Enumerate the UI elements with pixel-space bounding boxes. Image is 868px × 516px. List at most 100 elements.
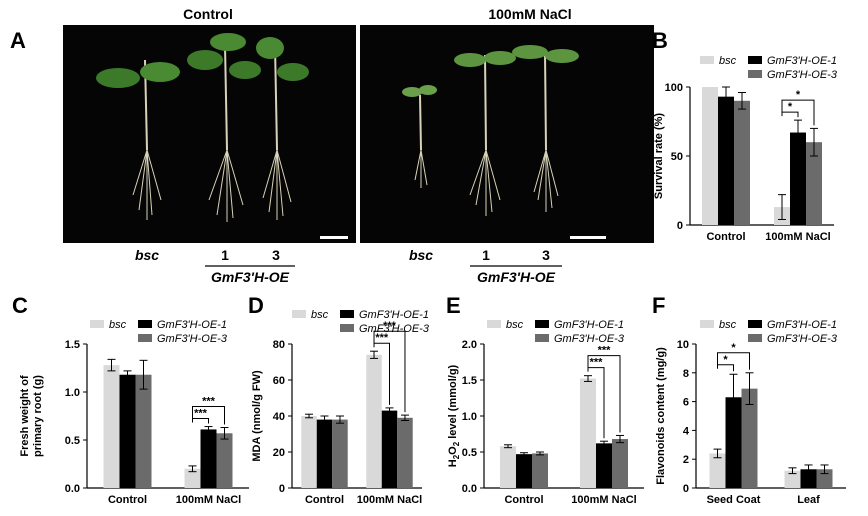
panel-a-left-title: Control (183, 6, 233, 22)
label-bsc-control: bsc (135, 247, 159, 263)
bracket-line-e (587, 355, 621, 433)
legend-label-e: GmF3'H-OE-3 (554, 333, 625, 345)
legend-label-f: GmF3'H-OE-1 (767, 319, 837, 331)
bar-e (596, 443, 612, 488)
error-bar-b (722, 86, 730, 107)
significance-label-e: *** (590, 357, 604, 369)
bar-b (718, 96, 734, 225)
legend-label-f: bsc (719, 319, 737, 331)
legend-label-c: bsc (109, 319, 127, 331)
panel-letter-f: F (652, 293, 665, 318)
label-line1-nacl: 1 (482, 247, 490, 263)
x-tick-label-d: 100mM NaCl (357, 494, 422, 506)
y-tick-label-e: 1.0 (462, 411, 477, 423)
bar-f (784, 470, 801, 488)
legend-swatch-f (748, 334, 762, 342)
legend-swatch-d (340, 310, 354, 318)
error-bar-b (738, 92, 746, 110)
legend-swatch-b (748, 70, 762, 78)
significance-bracket-c: *** (192, 408, 209, 424)
bracket-line-c (192, 406, 225, 425)
chart-panel-b: B 0 50 100 Survival rate (%) Control 100mM NaC… (652, 28, 838, 243)
y-tick-label-d: 20 (273, 447, 285, 459)
significance-label-f: * (723, 354, 728, 366)
legend-label-b: GmF3'H-OE-3 (767, 69, 838, 81)
error-bar-e (536, 451, 544, 456)
significance-label-b: * (788, 101, 793, 113)
bar-d (381, 410, 398, 488)
significance-bracket-b: * (781, 89, 815, 126)
error-bar-d (335, 415, 344, 424)
bar-d (301, 416, 317, 488)
error-bar-c (139, 359, 148, 390)
label-group-nacl: GmF3'H-OE (477, 269, 556, 285)
error-bar-f (729, 373, 738, 421)
error-bar-c (220, 427, 229, 440)
y-tick-label-d: 60 (273, 375, 285, 387)
y-tick-label-d: 80 (273, 339, 285, 351)
legend-label-d: GmF3'H-OE-1 (359, 309, 429, 321)
legend-label-e: GmF3'H-OE-1 (554, 319, 624, 331)
bar-f (741, 388, 758, 488)
bracket-line-d (373, 342, 390, 405)
error-bar-e (584, 375, 592, 382)
bracket-line-b (781, 99, 815, 126)
chart-panel-f: F 0 2 4 6 8 10 Flavonoids content (mg/g) Seed Co… (652, 293, 846, 506)
legend-swatch-d (292, 310, 306, 318)
label-line3-nacl: 3 (542, 247, 550, 263)
bar-e (532, 453, 548, 488)
significance-bracket-e: *** (587, 357, 605, 439)
y-axis-label-e: H2O2 level (mmol/g) (447, 364, 461, 467)
y-tick-label-f: 2 (683, 454, 689, 466)
legend-swatch-e (487, 320, 501, 328)
y-tick-label-f: 4 (683, 425, 690, 437)
bracket-line-f (717, 352, 750, 370)
bar-c (135, 374, 152, 488)
error-bar-d (305, 413, 314, 419)
y-tick-label-b: 100 (665, 82, 683, 94)
label-bsc-nacl: bsc (409, 247, 433, 263)
significance-bracket-d: *** (373, 320, 406, 413)
x-tick-label-f: Seed Coat (707, 494, 761, 506)
legend-label-b: GmF3'H-OE-1 (767, 55, 837, 67)
bar-c (216, 433, 233, 488)
significance-label-c: *** (202, 396, 216, 408)
significance-label-e: *** (598, 345, 612, 357)
legend-label-c: GmF3'H-OE-3 (157, 333, 228, 345)
error-bar-b (810, 127, 818, 157)
legend-swatch-d (340, 324, 354, 332)
bar-c (119, 374, 136, 488)
chart-panel-e: E 0.0 0.5 1.0 1.5 2.0 H2O2 level (mmol/g) Contr… (446, 293, 644, 506)
error-bar-f (788, 467, 797, 475)
legend-e: bsc GmF3'H-OE-1 GmF3'H-OE-3 (487, 319, 625, 345)
legend-swatch-f (700, 320, 714, 328)
bar-d (366, 354, 382, 488)
bracket-line-c (192, 418, 209, 424)
panel-letter-d: D (248, 293, 264, 318)
x-tick-label-b: Control (706, 231, 745, 243)
y-tick-label-f: 0 (683, 483, 689, 495)
legend-label-f: GmF3'H-OE-3 (767, 333, 838, 345)
legend-swatch-c (138, 320, 152, 328)
significance-label-c: *** (194, 408, 208, 420)
bar-c (184, 468, 201, 488)
error-bar-f (820, 464, 829, 475)
legend-swatch-c (138, 334, 152, 342)
scale-bar-control (320, 236, 348, 239)
panel-letter-e: E (446, 293, 461, 318)
bracket-line-f (717, 364, 734, 372)
error-bar-b (778, 194, 786, 220)
y-tick-label-b: 50 (671, 151, 683, 163)
error-bar-e (504, 444, 512, 449)
significance-label-b: * (796, 89, 801, 101)
x-tick-label-e: 100mM NaCl (571, 494, 636, 506)
bar-b (806, 142, 822, 225)
significance-bracket-f: * (717, 354, 734, 372)
y-axis-label-d: MDA (nmol/g FW) (251, 370, 263, 462)
bar-b (702, 87, 718, 225)
significance-label-d: *** (383, 320, 397, 332)
y-axis-label-c: Fresh weight ofprimary root (g) (19, 375, 44, 457)
significance-bracket-f: * (717, 342, 750, 370)
y-axis-label-b: Survival rate (%) (653, 113, 665, 200)
